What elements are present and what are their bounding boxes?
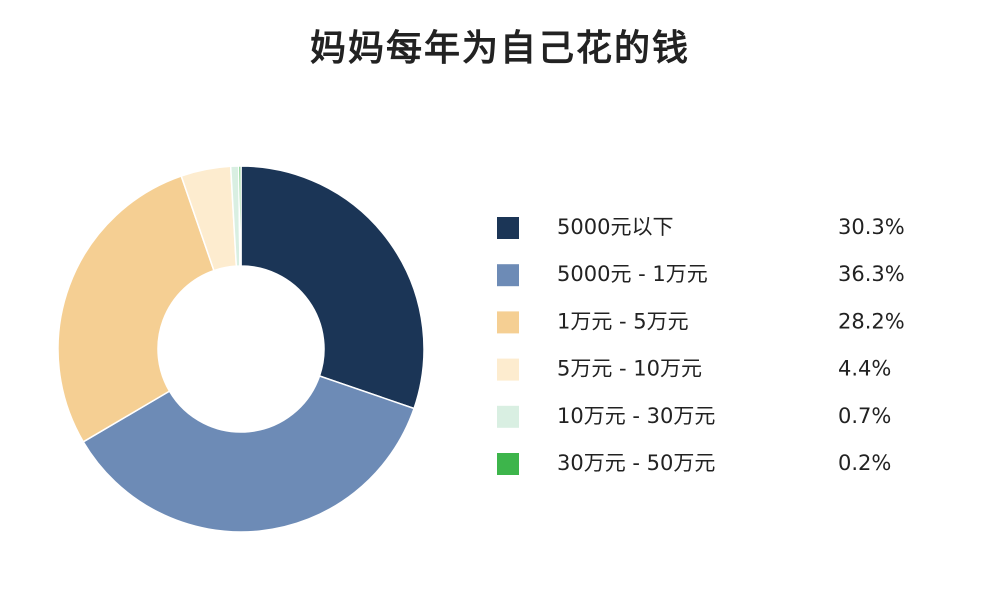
legend-label: 5000元以下 bbox=[557, 215, 673, 239]
legend-label: 30万元 - 50万元 bbox=[557, 451, 715, 475]
legend-label: 1万元 - 5万元 bbox=[557, 309, 689, 333]
chart-title: 妈妈每年为自己花的钱 bbox=[310, 28, 690, 69]
legend-label: 10万元 - 30万元 bbox=[557, 404, 715, 428]
pie-slice bbox=[82, 375, 416, 533]
legend-label: 5万元 - 10万元 bbox=[557, 357, 702, 381]
legend-swatch bbox=[497, 217, 519, 239]
legend-label: 5000元 - 1万元 bbox=[557, 262, 708, 286]
legend-swatch bbox=[497, 264, 519, 287]
value-label: 0.7% bbox=[838, 404, 891, 428]
value-label: 0.2% bbox=[838, 451, 891, 475]
legend-swatch bbox=[497, 453, 519, 475]
pie-slice bbox=[57, 175, 215, 443]
value-label: 28.2% bbox=[838, 309, 905, 333]
pie-slice bbox=[237, 165, 242, 267]
pie-slice bbox=[240, 165, 425, 410]
value-label: 36.3% bbox=[838, 262, 905, 286]
legend-swatch bbox=[497, 311, 519, 334]
legend-swatch bbox=[497, 405, 519, 428]
legend-swatch bbox=[497, 358, 519, 381]
value-label: 30.3% bbox=[838, 215, 905, 239]
value-label: 4.4% bbox=[838, 357, 891, 381]
